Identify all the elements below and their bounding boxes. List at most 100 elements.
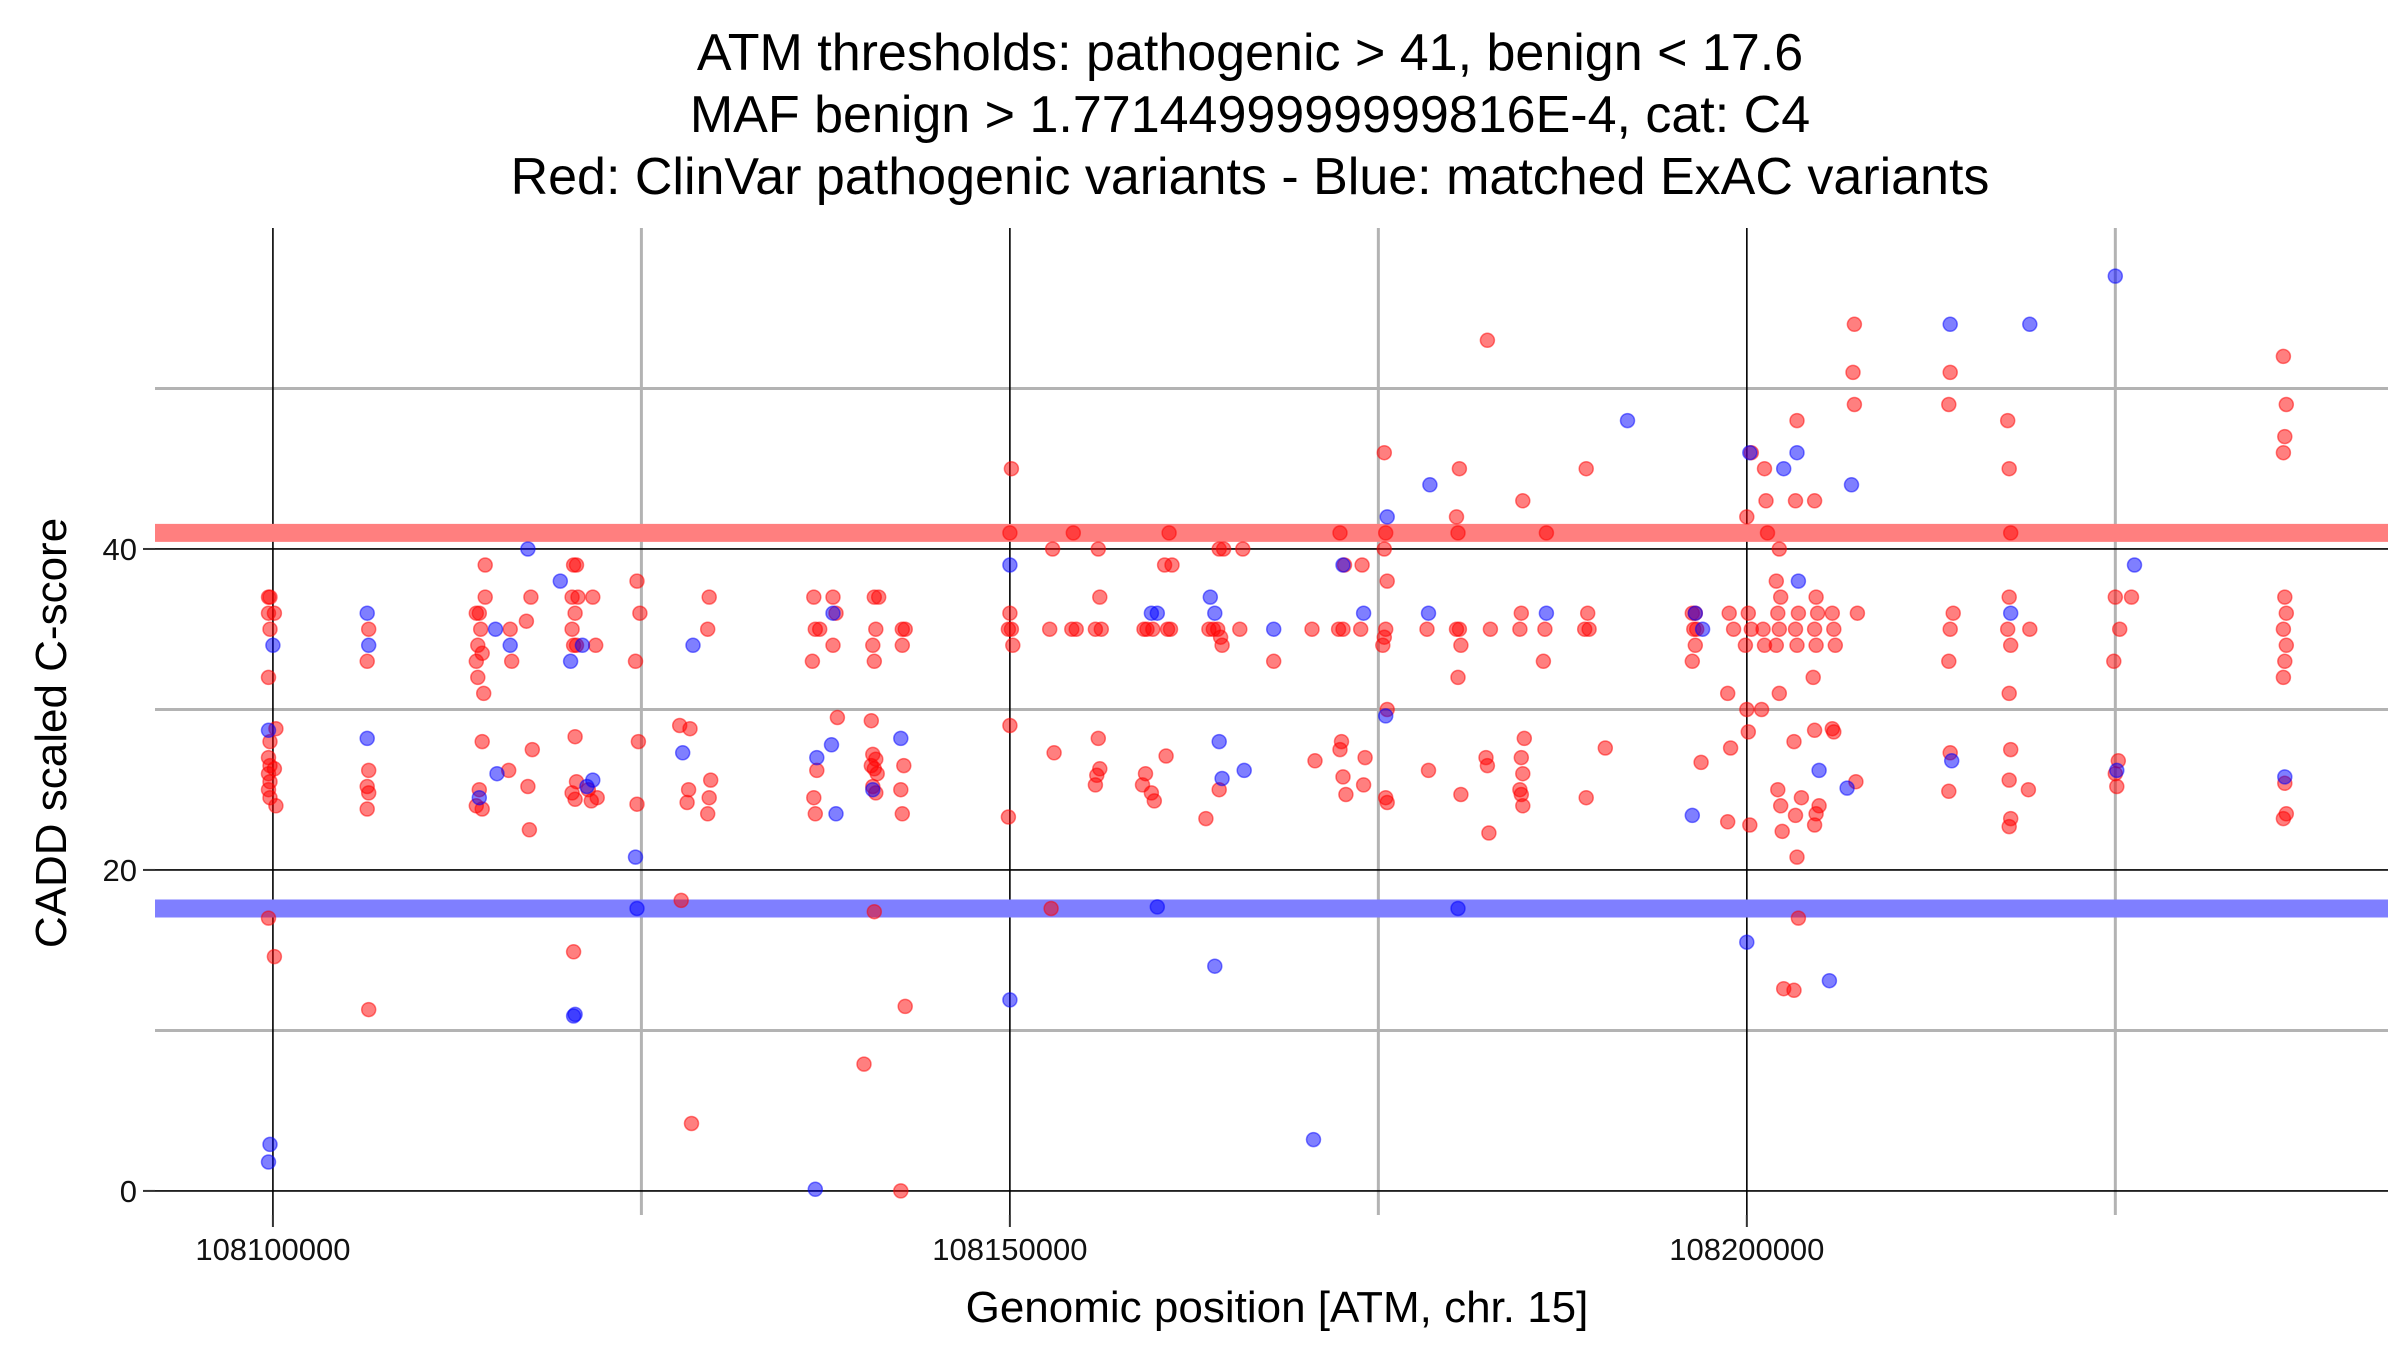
pathogenic-point-191 bbox=[1450, 525, 1466, 541]
pathogenic-point-110 bbox=[896, 757, 912, 774]
pathogenic-point-298 bbox=[2001, 589, 2017, 605]
matched-point-6 bbox=[359, 730, 375, 747]
pathogenic-point-316 bbox=[2278, 396, 2295, 413]
pathogenic-point-145 bbox=[1161, 525, 1177, 541]
pathogenic-point-242 bbox=[1759, 525, 1776, 541]
pathogenic-point-297 bbox=[2002, 525, 2019, 541]
minor-gridlines bbox=[155, 228, 2388, 1215]
chart-title-line-1: ATM thresholds: pathogenic > 41, benign … bbox=[697, 24, 1803, 82]
matched-point-59 bbox=[1790, 573, 1807, 589]
matched-point-42 bbox=[1305, 1131, 1322, 1148]
pathogenic-point-187 bbox=[1419, 621, 1435, 637]
pathogenic-point-292 bbox=[1941, 653, 1957, 670]
pathogenic-point-38 bbox=[477, 557, 493, 573]
matched-point-27 bbox=[807, 1181, 824, 1198]
pathogenic-point-155 bbox=[1215, 541, 1232, 557]
pathogenic-point-277 bbox=[1806, 817, 1823, 833]
pathogenic-point-133 bbox=[1087, 621, 1104, 637]
matched-point-2 bbox=[260, 1154, 277, 1170]
pathogenic-point-176 bbox=[1355, 777, 1372, 793]
pathogenic-point-112 bbox=[894, 806, 911, 822]
pathogenic-point-46 bbox=[521, 822, 538, 838]
pathogenic-point-259 bbox=[1790, 605, 1807, 621]
pathogenic-point-295 bbox=[1999, 412, 2016, 429]
pathogenic-point-55 bbox=[567, 728, 583, 745]
matched-point-18 bbox=[567, 1006, 583, 1023]
pathogenic-point-78 bbox=[702, 772, 719, 788]
matched-point-65 bbox=[1943, 753, 1960, 769]
matched-point-62 bbox=[1839, 780, 1855, 796]
pathogenic-point-43 bbox=[518, 613, 535, 629]
pathogenic-point-233 bbox=[1739, 509, 1755, 525]
matched-point-30 bbox=[1002, 557, 1018, 573]
matched-point-64 bbox=[1942, 316, 1958, 333]
chart-title-line-3: Red: ClinVar pathogenic variants - Blue:… bbox=[511, 148, 1990, 206]
pathogenic-point-327 bbox=[2275, 810, 2292, 827]
pathogenic-point-172 bbox=[1338, 786, 1354, 803]
pathogenic-point-229 bbox=[1719, 685, 1736, 702]
pathogenic-point-109 bbox=[894, 637, 911, 654]
pathogenic-point-196 bbox=[1453, 786, 1469, 803]
pathogenic-point-262 bbox=[1786, 733, 1802, 750]
matched-point-47 bbox=[1422, 477, 1438, 493]
pathogenic-point-58 bbox=[567, 791, 583, 808]
pathogenic-point-12 bbox=[260, 910, 277, 926]
pathogenic-point-211 bbox=[1538, 525, 1555, 541]
pathogenic-point-282 bbox=[1826, 724, 1842, 740]
pathogenic-point-117 bbox=[1002, 605, 1018, 621]
pathogenic-point-204 bbox=[1513, 749, 1530, 766]
pathogenic-point-261 bbox=[1789, 637, 1805, 654]
pathogenic-point-210 bbox=[1513, 605, 1530, 621]
pathogenic-point-288 bbox=[1942, 364, 1958, 381]
pathogenic-point-31 bbox=[468, 653, 485, 670]
pathogenic-point-88 bbox=[825, 589, 841, 605]
pathogenic-point-309 bbox=[2111, 621, 2128, 637]
pathogenic-point-160 bbox=[1235, 541, 1251, 557]
pathogenic-point-214 bbox=[1578, 460, 1594, 477]
matched-point-56 bbox=[1739, 934, 1755, 950]
pathogenic-point-168 bbox=[1330, 621, 1347, 637]
pathogenic-point-127 bbox=[1065, 525, 1082, 541]
pathogenic-point-307 bbox=[2020, 781, 2037, 798]
pathogenic-point-121 bbox=[1002, 717, 1018, 734]
pathogenic-point-254 bbox=[1772, 798, 1789, 814]
pathogenic-point-272 bbox=[1808, 637, 1824, 654]
pathogenic-point-183 bbox=[1375, 637, 1391, 654]
matched-point-67 bbox=[2022, 316, 2038, 333]
matched-point-9 bbox=[487, 621, 504, 637]
pathogenic-point-212 bbox=[1537, 621, 1553, 637]
matched-point-35 bbox=[1202, 589, 1219, 605]
pathogenic-point-39 bbox=[502, 621, 518, 637]
matched-point-3 bbox=[265, 637, 281, 654]
pathogenic-point-113 bbox=[897, 998, 913, 1015]
pathogenic-point-294 bbox=[1941, 783, 1957, 800]
matched-point-39 bbox=[1236, 762, 1252, 779]
pathogenic-point-198 bbox=[1482, 621, 1499, 637]
pathogenic-point-28 bbox=[472, 621, 489, 637]
pathogenic-point-64 bbox=[583, 793, 600, 809]
pathogenic-point-286 bbox=[1849, 605, 1866, 621]
matched-point-20 bbox=[629, 900, 645, 917]
matched-point-58 bbox=[1789, 444, 1805, 461]
matched-point-51 bbox=[1619, 412, 1636, 429]
pathogenic-point-247 bbox=[1768, 573, 1785, 589]
data-points bbox=[260, 268, 2295, 1199]
pathogenic-point-149 bbox=[1162, 621, 1179, 637]
pathogenic-point-200 bbox=[1479, 757, 1496, 774]
x-tick-label-2: 108200000 bbox=[1669, 1232, 1824, 1267]
pathogenic-point-65 bbox=[629, 573, 645, 589]
matched-point-61 bbox=[1821, 972, 1838, 989]
pathogenic-point-257 bbox=[1789, 412, 1805, 429]
pathogenic-point-119 bbox=[1000, 621, 1017, 637]
pathogenic-point-170 bbox=[1332, 741, 1348, 758]
pathogenic-point-79 bbox=[701, 789, 717, 806]
pathogenic-point-52 bbox=[564, 621, 580, 637]
pathogenic-point-274 bbox=[1806, 722, 1823, 739]
matched-point-34 bbox=[1149, 605, 1166, 621]
matched-point-36 bbox=[1207, 605, 1223, 621]
matched-point-45 bbox=[1379, 509, 1395, 525]
pathogenic-point-45 bbox=[520, 778, 536, 795]
pathogenic-point-83 bbox=[807, 621, 824, 637]
matched-point-0 bbox=[260, 722, 277, 739]
major-gridlines bbox=[155, 228, 2388, 1215]
